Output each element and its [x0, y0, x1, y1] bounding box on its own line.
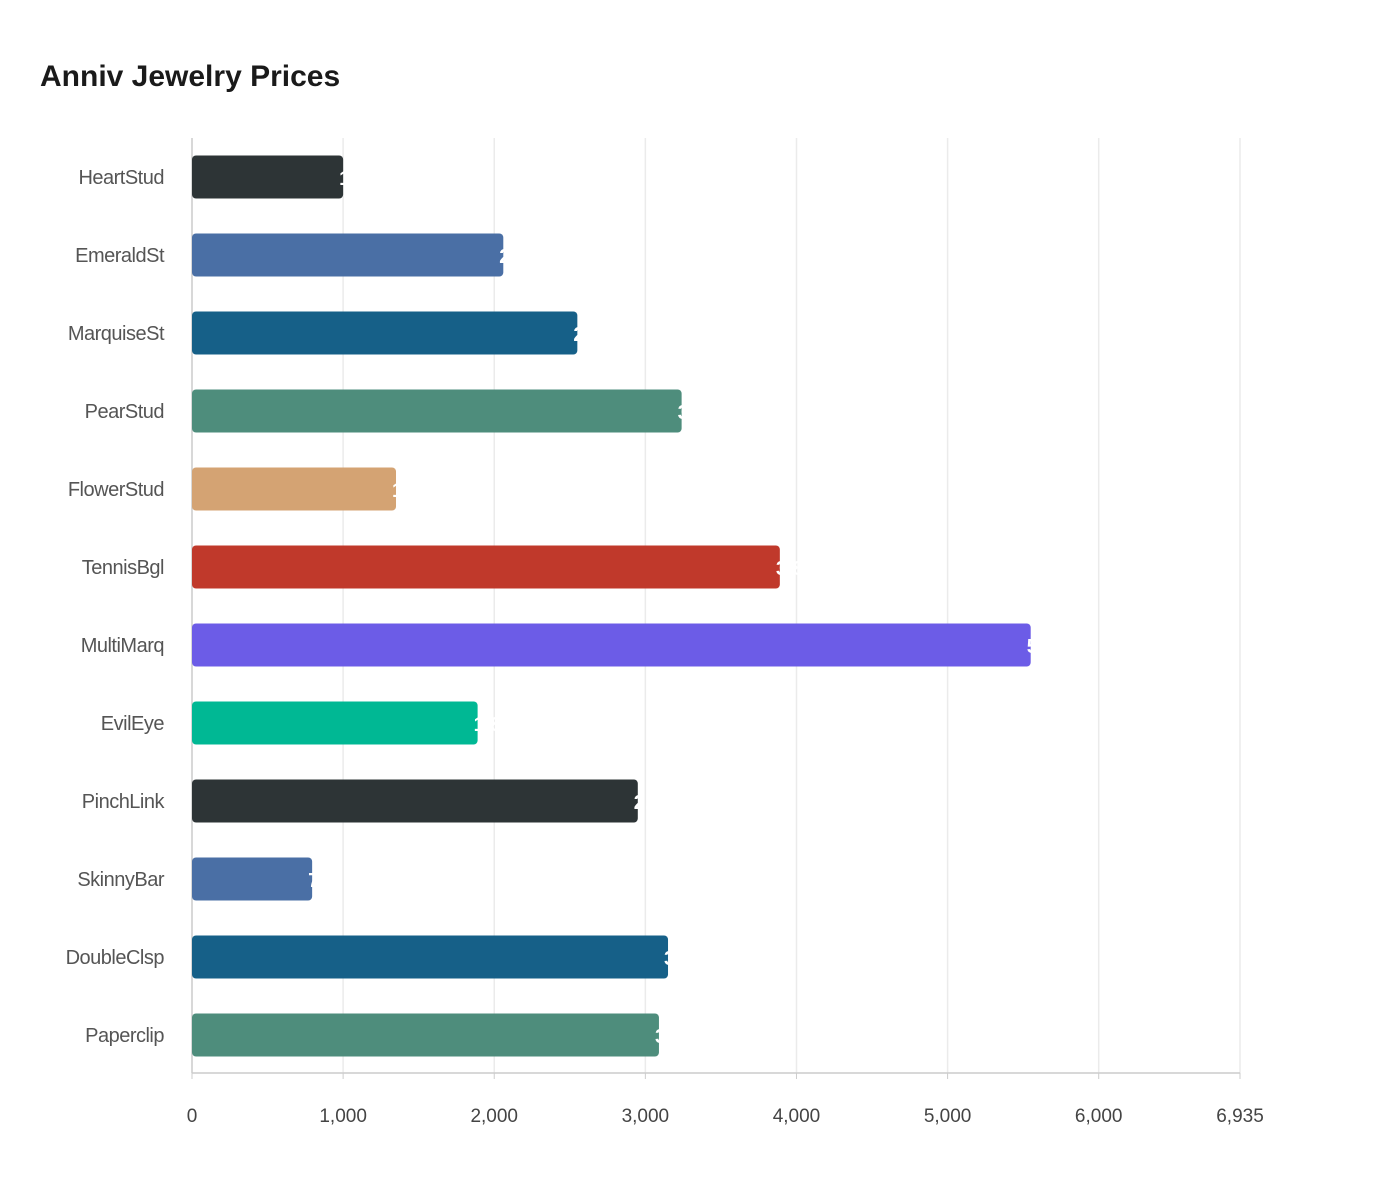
- data-label: 3,150: [664, 948, 714, 970]
- y-category-label: PinchLink: [82, 791, 166, 813]
- y-category-label: DoubleClsp: [66, 947, 165, 969]
- y-category-label: MultiMarq: [81, 635, 164, 657]
- x-tick-label: 0: [187, 1106, 198, 1127]
- data-label: 795: [308, 870, 341, 892]
- bar-SkinnyBar: [192, 857, 313, 901]
- y-category-label: EvilEye: [101, 713, 165, 735]
- y-category-label: FlowerStud: [68, 479, 164, 501]
- x-tick-label: 4,000: [773, 1106, 821, 1127]
- bar-TennisBgl: [192, 545, 780, 589]
- bar-FlowerStud: [192, 467, 397, 511]
- data-label: 1,890: [474, 714, 524, 736]
- data-label: 3,890: [776, 558, 826, 580]
- bar-Paperclip: [192, 1013, 659, 1057]
- data-label: 5,550: [1027, 636, 1077, 658]
- x-tick-label: 1,000: [319, 1106, 367, 1127]
- bar-EmeraldSt: [192, 233, 504, 277]
- x-tick-label: 5,000: [924, 1106, 972, 1127]
- data-label: 3,090: [655, 1026, 705, 1048]
- x-tick-label: 3,000: [622, 1106, 670, 1127]
- bar-MarquiseSt: [192, 311, 578, 355]
- bar-MultiMarq: [192, 623, 1031, 667]
- y-category-label: TennisBgl: [82, 557, 164, 579]
- bar-PearStud: [192, 389, 682, 433]
- y-category-label: SkinnyBar: [77, 869, 164, 891]
- data-label: 3,240: [678, 402, 728, 424]
- x-tick-label: 6,935: [1216, 1106, 1264, 1127]
- y-category-label: PearStud: [85, 401, 164, 423]
- data-label: 1,350: [392, 480, 442, 502]
- x-tick-label: 6,000: [1075, 1106, 1123, 1127]
- data-label: 2,060: [499, 246, 549, 268]
- bar-HeartStud: [192, 155, 344, 199]
- y-category-label: EmeraldSt: [75, 245, 165, 267]
- y-category-label: MarquiseSt: [68, 323, 165, 345]
- data-label: 2,550: [573, 324, 623, 346]
- y-category-label: Paperclip: [85, 1025, 164, 1047]
- bar-PinchLink: [192, 779, 638, 823]
- y-category-label: HeartStud: [78, 167, 164, 189]
- bar-DoubleClsp: [192, 935, 669, 979]
- chart-title: Anniv Jewelry Prices: [40, 60, 341, 93]
- data-label: 1,000: [339, 168, 389, 190]
- x-tick-label: 2,000: [470, 1106, 518, 1127]
- data-label: 2,950: [634, 792, 684, 814]
- bar-EvilEye: [192, 701, 478, 745]
